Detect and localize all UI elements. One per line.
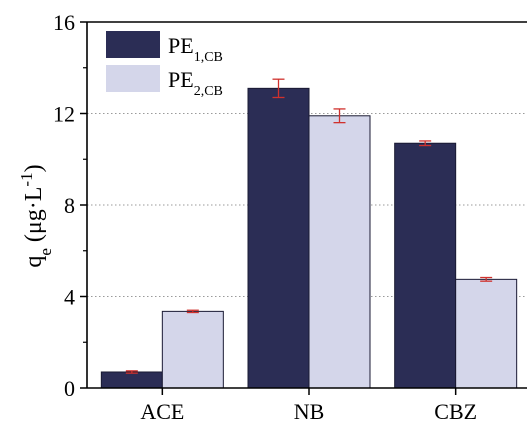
y-tick-label-3: 12 — [53, 102, 75, 127]
bar-cbz-series-2 — [455, 278, 518, 389]
y-axis-label-q-sub: e — [36, 248, 55, 256]
error-bar-nb-series-2 — [333, 108, 346, 124]
legend-label-series-1: PE1,CB — [168, 33, 223, 65]
legend-label-series-2: PE2,CB — [168, 67, 223, 99]
y-tick-label-4: 16 — [53, 10, 75, 35]
y-tick-label-2: 8 — [64, 193, 75, 218]
y-axis-ticks: 0 4 8 12 16 — [53, 10, 87, 401]
bar-ace-series-1 — [100, 371, 163, 389]
error-bars — [125, 78, 493, 374]
bar-nb-series-1 — [247, 87, 310, 389]
y-axis-label: qe (μg·L-1) — [17, 164, 55, 267]
legend: PE1,CB PE2,CB — [106, 31, 223, 99]
bar-ace-series-2 — [161, 310, 224, 389]
y-axis-label-q: q — [21, 256, 47, 268]
y-tick-label-1: 4 — [64, 285, 75, 310]
bar-nb-series-2 — [308, 115, 371, 389]
y-axis-label-exponent: -1 — [17, 172, 36, 186]
bar-cbz-series-1 — [394, 142, 457, 389]
error-bar-cbz-series-1 — [419, 140, 432, 147]
x-tick-label-ace: ACE — [140, 399, 184, 423]
legend-swatch-series-2 — [106, 65, 160, 92]
x-tick-label-cbz: CBZ — [434, 399, 477, 423]
error-bar-cbz-series-2 — [480, 276, 493, 282]
y-tick-label-0: 0 — [64, 376, 75, 401]
x-tick-label-nb: NB — [294, 399, 325, 423]
bars — [100, 87, 518, 389]
legend-swatch-series-1 — [106, 31, 160, 58]
y-axis-label-close: ) — [21, 164, 47, 172]
error-bar-ace-series-1 — [125, 370, 138, 374]
error-bar-ace-series-2 — [186, 309, 199, 314]
x-axis-ticks: ACE NB CBZ — [140, 388, 477, 423]
y-axis-label-unit: (μg·L — [21, 187, 47, 249]
error-bar-nb-series-1 — [272, 78, 285, 99]
